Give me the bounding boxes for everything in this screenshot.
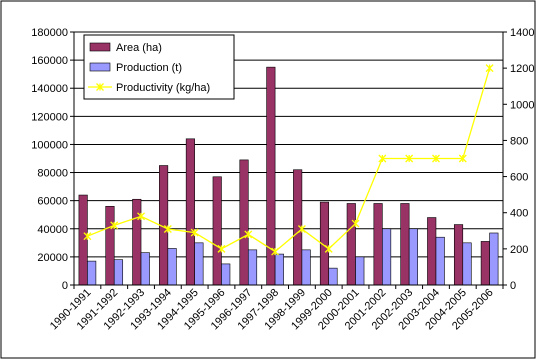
legend-swatch xyxy=(89,62,111,72)
y-tick-label: 0 xyxy=(62,280,68,292)
y2-tick-label: 800 xyxy=(510,135,528,147)
y-tick-label: 160000 xyxy=(31,55,68,67)
bar xyxy=(185,138,195,286)
bar xyxy=(221,263,231,286)
bar xyxy=(212,176,222,286)
bar xyxy=(274,253,284,286)
line-marker xyxy=(432,154,440,163)
grid-lines xyxy=(74,31,503,258)
y-tick-label: 120000 xyxy=(31,111,68,123)
bar xyxy=(480,241,490,286)
bar xyxy=(427,217,437,286)
bar xyxy=(355,256,365,286)
bar xyxy=(489,232,499,286)
line-marker xyxy=(271,247,280,256)
bar xyxy=(400,203,410,286)
line-marker xyxy=(351,219,360,228)
y-tick-label: 180000 xyxy=(31,27,68,39)
line-marker xyxy=(163,225,172,233)
y2-tick-label: 0 xyxy=(510,280,516,292)
line-marker xyxy=(217,244,226,253)
line-series xyxy=(83,64,494,256)
bar xyxy=(301,249,311,286)
bar xyxy=(346,203,356,286)
legend-marker xyxy=(96,83,104,91)
y-tick-label: 60000 xyxy=(37,196,68,208)
bar xyxy=(408,228,418,286)
legend-swatch xyxy=(89,42,111,52)
line-marker xyxy=(324,244,333,253)
y2-tick-label: 1200 xyxy=(510,63,534,75)
legend-label: Production (t) xyxy=(116,62,182,74)
y2-tick-label: 1400 xyxy=(510,27,534,39)
bar xyxy=(382,228,392,286)
bar xyxy=(87,260,97,286)
bar xyxy=(373,203,383,286)
legend-label: Area (ha) xyxy=(116,42,162,54)
bar xyxy=(78,194,88,286)
bar xyxy=(247,249,258,286)
y-tick-label: 140000 xyxy=(31,83,68,95)
bar xyxy=(453,224,464,286)
bar xyxy=(328,267,338,286)
line-marker xyxy=(190,228,199,237)
bar xyxy=(105,205,115,286)
line-marker xyxy=(244,230,253,239)
line-marker xyxy=(485,64,494,73)
bar xyxy=(194,242,204,286)
legend-label: Productivity (kg/ha) xyxy=(116,82,210,94)
y-tick-label: 20000 xyxy=(37,252,68,264)
bar-series xyxy=(78,66,499,286)
line-productivity xyxy=(87,67,491,253)
legend: Area (ha) Production (t) Productivity (kg/… xyxy=(83,34,235,100)
bar xyxy=(132,198,142,286)
bar xyxy=(167,248,177,286)
bar xyxy=(113,259,124,286)
bar xyxy=(462,242,472,286)
line-marker xyxy=(137,212,145,221)
y-tick-label: 40000 xyxy=(37,224,68,236)
y2-tick-label: 200 xyxy=(510,244,528,256)
line-marker xyxy=(405,154,414,163)
y2-tick-label: 400 xyxy=(510,208,528,220)
bar xyxy=(140,252,150,286)
y-tick-label: 80000 xyxy=(37,168,68,180)
y2-tick-label: 1000 xyxy=(510,99,534,111)
line-marker xyxy=(83,232,92,241)
line-marker xyxy=(297,225,306,233)
bar xyxy=(239,159,249,286)
y2-tick-label: 600 xyxy=(510,172,528,184)
bar xyxy=(435,236,445,286)
line-marker xyxy=(110,221,119,230)
y-tick-label: 100000 xyxy=(31,139,68,151)
line-marker xyxy=(458,154,467,163)
line-marker xyxy=(378,154,387,163)
